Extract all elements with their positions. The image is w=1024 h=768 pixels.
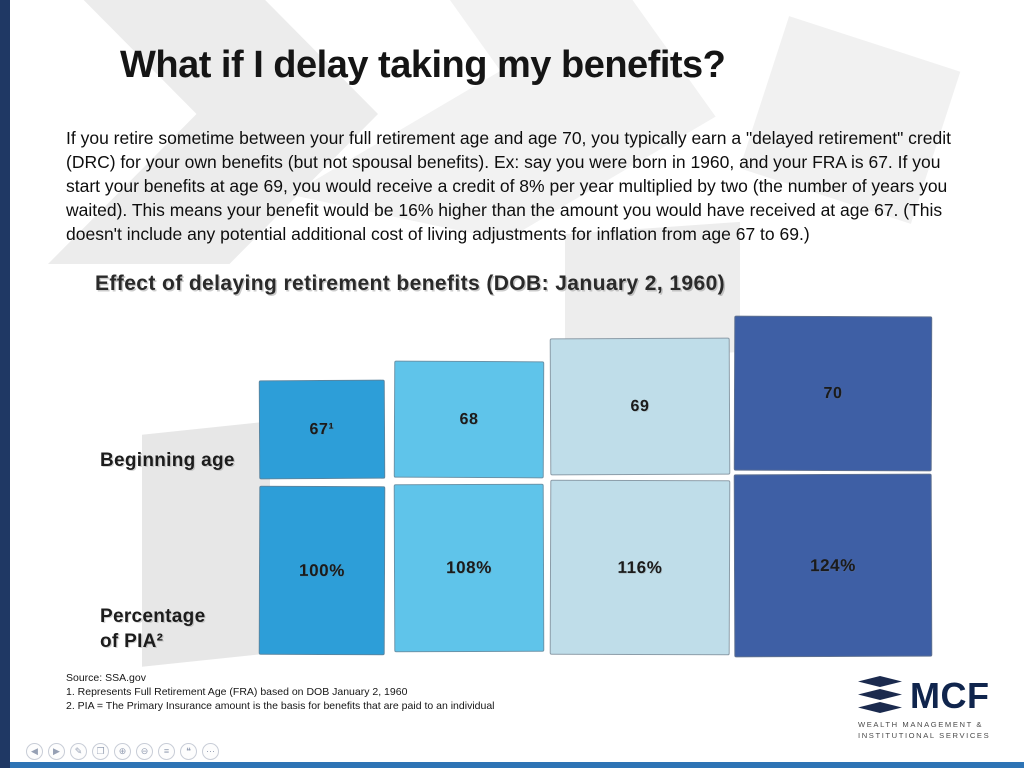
age-label-68: 68 — [459, 410, 479, 428]
next-icon[interactable]: ▶ — [48, 743, 65, 760]
chart-box-pct-124: 124% — [733, 473, 933, 658]
list-icon[interactable]: ≡ — [158, 743, 175, 760]
chart-box-age-67: 67¹ — [258, 379, 386, 480]
chart-box-age-69: 69 — [549, 337, 731, 476]
pct-label-124: 124% — [810, 555, 856, 575]
chart-box-pct-116: 116% — [549, 479, 731, 656]
bottom-accent-bar — [0, 762, 1024, 768]
chart-box-pct-108: 108% — [393, 483, 545, 653]
chart-box-age-68: 68 — [393, 360, 545, 479]
pct-label-108: 108% — [446, 557, 492, 578]
copy-icon[interactable]: ❐ — [92, 743, 109, 760]
pct-label-116: 116% — [617, 557, 663, 577]
more-icon[interactable]: ⋯ — [202, 743, 219, 760]
previous-icon[interactable]: ◀ — [26, 743, 43, 760]
age-label-69: 69 — [630, 397, 650, 415]
chart-row-label-percentage-line1: Percentage — [100, 606, 206, 627]
footnotes: Source: SSA.gov 1. Represents Full Retir… — [66, 672, 495, 713]
chart-row-label-percentage-line2: of PIA² — [100, 631, 164, 652]
zoom-out-icon[interactable]: ⊖ — [136, 743, 153, 760]
footnote-2: 2. PIA = The Primary Insurance amount is… — [66, 699, 495, 712]
age-label-70: 70 — [823, 384, 843, 402]
left-accent-strip — [0, 0, 10, 768]
mcf-logo: MCF WEALTH MANAGEMENT & INSTITUTIONAL SE… — [858, 674, 1008, 741]
pct-label-100: 100% — [299, 560, 345, 580]
mcf-logomark-icon — [858, 674, 904, 718]
footnote-1: 1. Represents Full Retirement Age (FRA) … — [66, 685, 408, 698]
mcf-logo-text: MCF — [910, 675, 990, 716]
mcf-logo-tagline: WEALTH MANAGEMENT & INSTITUTIONAL SERVIC… — [858, 720, 1008, 741]
age-label-67: 67¹ — [309, 420, 335, 438]
zoom-in-icon[interactable]: ⊕ — [114, 743, 131, 760]
pen-icon[interactable]: ✎ — [70, 743, 87, 760]
mcf-tagline-line1: WEALTH MANAGEMENT & — [858, 720, 984, 729]
chart-row-label-percentage-of-pia: Percentage of PIA² — [100, 604, 205, 654]
chart-row-label-beginning-age: Beginning age — [100, 450, 235, 471]
mcf-tagline-line2: INSTITUTIONAL SERVICES — [858, 730, 991, 740]
chart-box-age-70: 70 — [733, 315, 933, 472]
comment-icon[interactable]: ❝ — [180, 743, 197, 760]
chart-title: Effect of delaying retirement benefits (… — [95, 272, 726, 295]
slide-body-paragraph: If you retire sometime between your full… — [66, 128, 951, 244]
viewer-toolbar: ◀ ▶ ✎ ❐ ⊕ ⊖ ≡ ❝ ⋯ — [26, 743, 219, 760]
chart-box-pct-100: 100% — [258, 485, 386, 656]
slide-title: What if I delay taking my benefits? — [120, 44, 726, 86]
footnote-source: Source: SSA.gov — [66, 672, 146, 684]
